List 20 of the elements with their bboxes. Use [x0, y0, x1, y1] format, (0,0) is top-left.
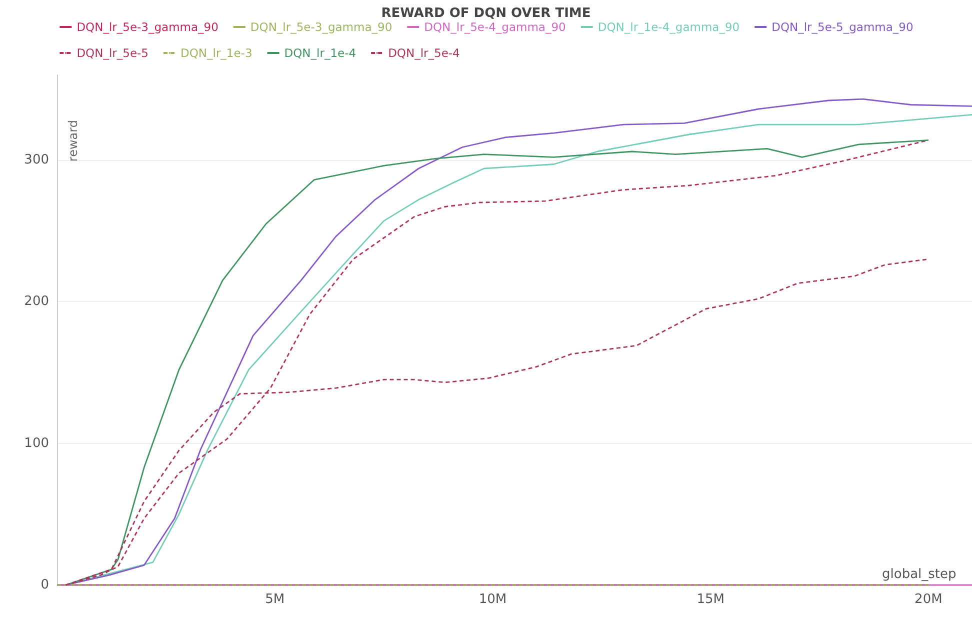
x-tick-label: 20M — [914, 592, 942, 607]
legend-label: DQN_lr_1e-4 — [284, 46, 356, 60]
x-axis-title: global_step — [882, 567, 956, 582]
legend-label: DQN_lr_1e-4_gamma_90 — [598, 20, 740, 34]
y-tick-label: 100 — [24, 436, 49, 451]
x-tick-label: 10M — [478, 592, 507, 607]
y-tick-label: 200 — [24, 294, 49, 310]
legend-label: DQN_lr_1e-3 — [180, 46, 252, 60]
legend-label: DQN_lr_5e-3_gamma_90 — [250, 20, 392, 34]
legend-label: DQN_lr_5e-5 — [76, 46, 148, 60]
x-tick-label: 15M — [696, 592, 724, 607]
x-tick-label: 5M — [265, 592, 285, 607]
y-tick-label: 300 — [24, 152, 49, 168]
y-tick-label: 0 — [40, 578, 49, 592]
chart-title: REWARD OF DQN OVER TIME — [381, 6, 591, 21]
legend-label: DQN_lr_5e-4_gamma_90 — [424, 20, 566, 34]
y-axis-title: reward — [66, 120, 80, 162]
legend-label: DQN_lr_5e-3_gamma_90 — [76, 20, 218, 34]
legend-label: DQN_lr_5e-4 — [388, 46, 460, 60]
legend-label: DQN_lr_5e-5_gamma_90 — [772, 20, 914, 34]
